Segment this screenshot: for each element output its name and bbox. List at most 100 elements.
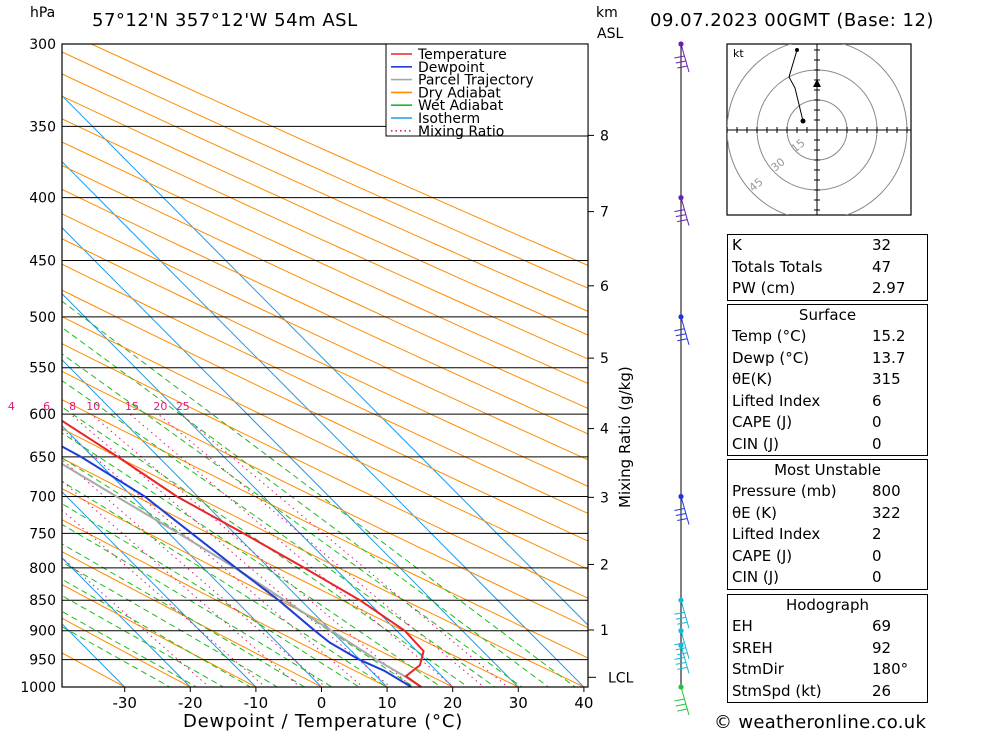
wind-level-dot bbox=[678, 642, 684, 648]
wind-barb bbox=[674, 316, 690, 345]
dry-adiabat-line bbox=[62, 617, 192, 687]
x-tick-label: 0 bbox=[317, 694, 327, 712]
km-tick-label: 3 bbox=[600, 490, 609, 506]
dewpoint-line bbox=[62, 445, 412, 687]
index-label: CAPE (J) bbox=[732, 413, 793, 431]
wind-barb-staff bbox=[680, 316, 690, 345]
surface-row: CAPE (J) 0 bbox=[728, 412, 927, 434]
dry-adiabat-line bbox=[62, 164, 588, 410]
hodograph-title: Hodograph bbox=[785, 596, 870, 614]
km-tick-label: 2 bbox=[600, 557, 609, 573]
legend-label: Dry Adiabat bbox=[418, 85, 501, 101]
pressure-tick-label: 600 bbox=[29, 407, 56, 423]
wet-adiabat-line bbox=[62, 300, 576, 687]
wind-barb-feather bbox=[677, 338, 688, 342]
dry-adiabat-line bbox=[62, 141, 588, 385]
index-value: 13.7 bbox=[872, 348, 906, 367]
index-label: StmSpd (kt) bbox=[732, 681, 822, 700]
surface-row: CIN (J) 0 bbox=[728, 434, 927, 456]
index-label: StmDir bbox=[732, 660, 784, 678]
km-tick-label: 4 bbox=[600, 422, 609, 438]
index-label: Totals Totals bbox=[732, 257, 823, 276]
mu-row: θE (K) 322 bbox=[728, 503, 927, 525]
isotherm-line bbox=[62, 359, 388, 687]
wind-barb-feather bbox=[674, 209, 685, 213]
index-value: 2 bbox=[872, 525, 882, 543]
index-value: 92 bbox=[872, 638, 892, 657]
isotherm-line bbox=[62, 491, 257, 687]
wet-adiabat-line bbox=[62, 543, 306, 687]
wind-barb-feather bbox=[677, 708, 688, 712]
pressure-tick-label: 700 bbox=[29, 490, 56, 506]
dry-adiabat-line bbox=[62, 118, 588, 360]
wind-barb-feather bbox=[674, 55, 685, 59]
mixing-ratio-label: 20 bbox=[153, 400, 167, 413]
mixing-ratio-label: 8 bbox=[69, 400, 76, 413]
pressure-tick-label: 300 bbox=[29, 37, 56, 53]
wind-barb-staff bbox=[680, 630, 690, 659]
legend-box bbox=[385, 43, 589, 137]
dry-adiabat-line bbox=[62, 51, 588, 289]
x-tick-label: 30 bbox=[509, 694, 528, 712]
hodograph-point bbox=[795, 48, 799, 52]
pressure-unit-label: hPa bbox=[30, 5, 56, 21]
storm-motion-marker bbox=[813, 79, 821, 87]
index-label: EH bbox=[732, 617, 753, 635]
isotherm-line bbox=[62, 293, 454, 687]
wind-barb-feather bbox=[677, 219, 688, 223]
index-label: SREH bbox=[732, 638, 773, 657]
index-value: 26 bbox=[872, 681, 892, 700]
plot-frame bbox=[61, 43, 589, 688]
surface-row: Lifted Index 6 bbox=[728, 391, 927, 413]
pressure-tick-label: 400 bbox=[29, 191, 56, 207]
index-value: 0 bbox=[872, 413, 882, 431]
pressure-tick-label: 450 bbox=[29, 254, 56, 270]
x-tick-label: -30 bbox=[112, 694, 137, 712]
index-value: 322 bbox=[872, 503, 901, 522]
mixing-ratio-line bbox=[62, 459, 327, 687]
pressure-tick-label: 850 bbox=[29, 593, 56, 609]
location-title: 57°12'N 357°12'W 54m ASL bbox=[92, 10, 358, 31]
mixing-ratio-line bbox=[157, 413, 485, 687]
pressure-tick-label: 900 bbox=[29, 624, 56, 640]
index-value: 32 bbox=[872, 236, 892, 254]
wet-adiabat-line bbox=[62, 578, 252, 687]
index-value: 0 bbox=[872, 568, 882, 586]
mixing-ratio-label: 4 bbox=[8, 400, 15, 413]
surface-box: Surface Temp (°C) 15.2 Dewp (°C) 13.7 θE(K… bbox=[727, 304, 928, 456]
hodograph-plot bbox=[727, 44, 911, 215]
pressure-tick-label: 550 bbox=[29, 361, 56, 377]
km-tick-label: 7 bbox=[600, 205, 609, 221]
pressure-tick-label: 350 bbox=[29, 119, 56, 135]
isotherm-line bbox=[62, 425, 323, 687]
wind-barb-staff bbox=[680, 43, 690, 73]
wind-barb bbox=[674, 197, 690, 226]
wind-barb-feather bbox=[674, 328, 685, 332]
parcel-trajectory-line bbox=[62, 462, 422, 687]
surface-row: θE(K) 315 bbox=[728, 369, 927, 391]
index-value: 15.2 bbox=[872, 327, 906, 345]
x-axis-label: Dewpoint / Temperature (°C) bbox=[183, 711, 464, 732]
legend-label: Temperature bbox=[417, 47, 507, 63]
legend-label: Mixing Ratio bbox=[418, 124, 504, 140]
most-unstable-box: Most Unstable Pressure (mb) 800 θE (K) 322… bbox=[727, 459, 928, 590]
x-tick-label: -20 bbox=[178, 694, 203, 712]
temperature-line bbox=[62, 419, 425, 687]
hodo-row: EH 69 bbox=[728, 616, 927, 638]
hodograph-unit-label: kt bbox=[733, 47, 744, 60]
index-row-k: K 32 bbox=[728, 235, 927, 257]
most-unstable-title: Most Unstable bbox=[774, 461, 881, 479]
lcl-label: LCL bbox=[608, 670, 634, 686]
wind-barb-staff bbox=[680, 496, 690, 525]
wind-barb-feather bbox=[677, 518, 688, 521]
mu-row: Lifted Index 2 bbox=[728, 524, 927, 546]
hodograph-trace bbox=[788, 49, 804, 122]
mixing-ratio-line bbox=[90, 413, 414, 687]
mu-row: Pressure (mb) 800 bbox=[728, 481, 927, 503]
x-tick-label: 40 bbox=[574, 694, 593, 712]
x-tick-label: 10 bbox=[378, 694, 397, 712]
hodo-row: SREH 92 bbox=[728, 638, 927, 660]
index-label: CIN (J) bbox=[732, 568, 780, 586]
hodo-row: StmDir 180° bbox=[728, 659, 927, 681]
dry-adiabat-line bbox=[62, 73, 588, 312]
